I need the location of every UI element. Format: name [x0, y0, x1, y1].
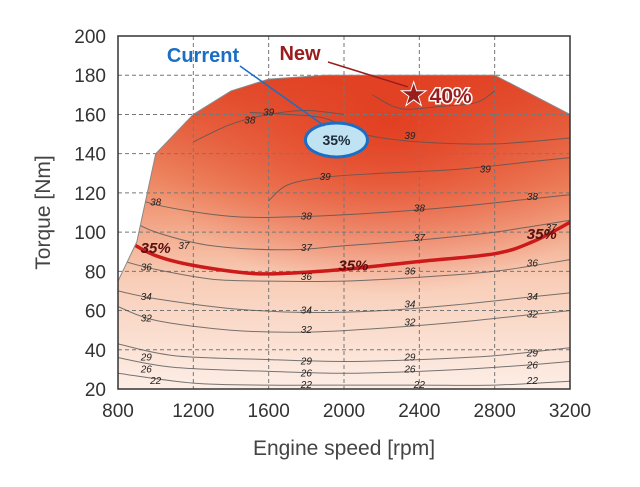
new-leader-line	[327, 61, 408, 88]
x-axis-title: Engine speed [rpm]	[253, 437, 435, 460]
current-efficiency-marker	[303, 121, 369, 159]
contour-label-26: 26	[526, 360, 539, 371]
efficiency-label-35-percent: 35%	[141, 240, 171, 257]
efficiency-contour-22	[118, 372, 570, 386]
efficiency-contour-38	[127, 192, 570, 218]
contour-label-39: 39	[263, 107, 275, 118]
contour-label-36: 36	[527, 258, 539, 269]
contour-label-36: 36	[404, 266, 416, 277]
x-tick-label: 1200	[172, 401, 214, 422]
efficiency-line-35-percent	[128, 220, 570, 276]
contour-label-37: 37	[301, 243, 313, 254]
contour-label-37: 37	[546, 223, 558, 234]
contour-label-36: 36	[141, 262, 153, 273]
y-tick-label: 120	[74, 184, 106, 205]
contour-label-38: 38	[301, 211, 313, 222]
efficiency-contour-32	[118, 306, 570, 333]
contour-label-34: 34	[527, 292, 539, 303]
contour-label-37: 37	[414, 233, 426, 244]
contour-label-22: 22	[300, 380, 313, 391]
y-tick-label: 200	[74, 27, 106, 48]
efficiency-contour-37	[127, 217, 570, 251]
new-star-icon	[399, 80, 428, 107]
contour-label-36: 36	[301, 272, 313, 283]
x-tick-label: 2000	[323, 401, 365, 422]
contour-label-38: 38	[527, 192, 539, 203]
contour-label-32: 32	[301, 325, 313, 336]
y-axis-title: Torque [Nm]	[32, 155, 55, 269]
efficiency-contour-38	[193, 109, 345, 143]
contour-label-29: 29	[140, 353, 153, 364]
y-tick-label: 100	[74, 223, 106, 244]
plot-frame	[117, 35, 571, 390]
x-tick-label: 2800	[474, 401, 516, 422]
contour-label-34: 34	[404, 300, 416, 311]
contour-label-38: 38	[244, 115, 256, 126]
contour-label-22: 22	[149, 376, 162, 387]
new-efficiency-value: 40%	[430, 85, 472, 108]
contour-label-26: 26	[300, 368, 313, 379]
max-torque-curve	[117, 74, 571, 282]
efficiency-label-35-percent: 35%	[527, 226, 557, 243]
contour-label-32: 32	[141, 313, 153, 324]
current-efficiency-value: 35%	[322, 132, 351, 148]
contour-label-32: 32	[527, 309, 539, 320]
contour-label-22: 22	[413, 380, 426, 391]
y-tick-label: 80	[85, 262, 106, 283]
y-tick-label: 40	[85, 341, 106, 362]
current-label: Current	[167, 45, 240, 67]
contour-label-38: 38	[150, 198, 162, 209]
efficiency-contour-36	[118, 259, 570, 283]
x-tick-label: 2400	[398, 401, 440, 422]
new-label: New	[279, 43, 321, 65]
contour-label-32: 32	[404, 317, 416, 328]
contour-label-29: 29	[403, 353, 416, 364]
contour-label-29: 29	[526, 349, 539, 360]
contour-label-34: 34	[141, 292, 153, 303]
contour-label-34: 34	[301, 306, 313, 317]
contour-label-39: 39	[404, 131, 416, 142]
x-tick-label: 1600	[248, 401, 290, 422]
contour-lines	[118, 90, 570, 386]
current-leader-line	[239, 65, 325, 127]
contour-label-39: 39	[480, 164, 492, 175]
contour-label-26: 26	[403, 364, 416, 375]
x-tick-label: 800	[102, 401, 134, 422]
contour-label-38: 38	[414, 204, 426, 215]
y-tick-label: 180	[74, 66, 106, 87]
contour-label-22: 22	[526, 376, 539, 387]
efficiency-contour-29	[118, 343, 570, 363]
y-tick-label: 20	[85, 380, 106, 401]
efficiency-label-35-percent: 35%	[338, 257, 368, 274]
contour-label-29: 29	[300, 357, 313, 368]
efficiency-contour-40	[372, 90, 495, 110]
efficiency-contour-39	[268, 157, 570, 202]
x-tick-label: 3200	[549, 401, 591, 422]
contour-label-39: 39	[320, 172, 332, 183]
contour-label-37: 37	[178, 241, 190, 252]
contour-label-26: 26	[140, 364, 153, 375]
efficiency-contour-34	[118, 290, 570, 314]
y-tick-label: 60	[85, 302, 106, 323]
efficiency-contour-26	[118, 357, 570, 374]
y-tick-label: 140	[74, 145, 106, 166]
y-tick-label: 160	[74, 105, 106, 126]
